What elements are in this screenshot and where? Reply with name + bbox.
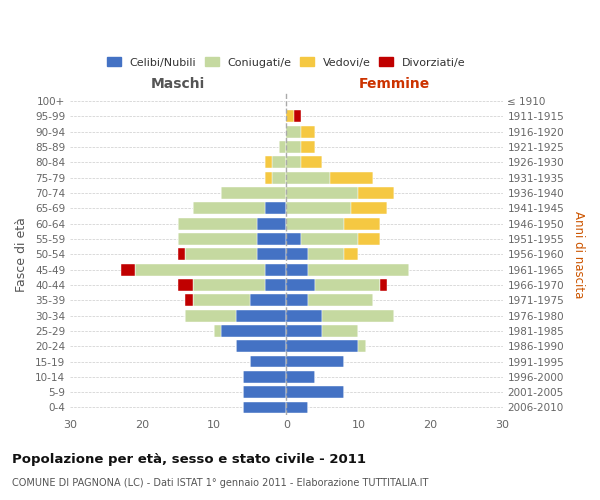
Bar — [308, 248, 344, 260]
Bar — [185, 310, 236, 322]
Bar — [286, 356, 344, 368]
Bar — [286, 340, 358, 352]
Bar — [265, 202, 286, 214]
Bar — [265, 264, 286, 276]
Bar — [344, 218, 380, 230]
Bar — [308, 294, 373, 306]
Bar — [301, 233, 358, 245]
Bar — [272, 172, 286, 183]
Text: COMUNE DI PAGNONA (LC) - Dati ISTAT 1° gennaio 2011 - Elaborazione TUTTITALIA.IT: COMUNE DI PAGNONA (LC) - Dati ISTAT 1° g… — [12, 478, 428, 488]
Bar — [178, 233, 257, 245]
Bar — [178, 218, 257, 230]
Bar — [250, 294, 286, 306]
Bar — [185, 294, 193, 306]
Bar — [344, 248, 358, 260]
Bar — [315, 279, 380, 291]
Bar — [286, 294, 308, 306]
Bar — [322, 310, 394, 322]
Text: Popolazione per età, sesso e stato civile - 2011: Popolazione per età, sesso e stato civil… — [12, 452, 366, 466]
Bar — [193, 294, 250, 306]
Bar — [286, 141, 301, 153]
Bar — [178, 248, 185, 260]
Bar — [135, 264, 265, 276]
Bar — [322, 325, 358, 337]
Bar — [193, 279, 265, 291]
Bar — [358, 233, 380, 245]
Bar — [265, 172, 272, 183]
Y-axis label: Anni di nascita: Anni di nascita — [572, 210, 585, 298]
Bar — [257, 248, 286, 260]
Bar — [243, 402, 286, 413]
Bar — [301, 141, 315, 153]
Bar — [308, 264, 409, 276]
Bar — [236, 340, 286, 352]
Legend: Celibi/Nubili, Coniugati/e, Vedovi/e, Divorziati/e: Celibi/Nubili, Coniugati/e, Vedovi/e, Di… — [104, 54, 469, 71]
Bar — [178, 279, 193, 291]
Bar — [286, 248, 308, 260]
Bar — [286, 279, 315, 291]
Bar — [286, 402, 308, 413]
Bar — [301, 156, 322, 168]
Bar — [286, 264, 308, 276]
Text: Femmine: Femmine — [359, 77, 430, 91]
Bar — [265, 279, 286, 291]
Bar — [286, 371, 315, 383]
Bar — [286, 202, 351, 214]
Bar — [193, 202, 265, 214]
Bar — [286, 126, 301, 138]
Bar — [236, 310, 286, 322]
Bar — [250, 356, 286, 368]
Bar — [257, 233, 286, 245]
Bar — [286, 187, 358, 199]
Bar — [358, 340, 365, 352]
Text: Maschi: Maschi — [151, 77, 205, 91]
Bar — [121, 264, 135, 276]
Bar — [358, 187, 394, 199]
Bar — [286, 110, 293, 122]
Bar — [243, 371, 286, 383]
Bar — [243, 386, 286, 398]
Bar — [286, 156, 301, 168]
Bar — [221, 325, 286, 337]
Bar — [286, 218, 344, 230]
Bar — [265, 156, 272, 168]
Bar — [286, 310, 322, 322]
Bar — [286, 386, 344, 398]
Bar — [257, 218, 286, 230]
Bar — [272, 156, 286, 168]
Bar — [221, 187, 286, 199]
Bar — [301, 126, 315, 138]
Bar — [293, 110, 301, 122]
Bar — [286, 325, 322, 337]
Bar — [380, 279, 387, 291]
Bar — [214, 325, 221, 337]
Bar — [286, 233, 301, 245]
Bar — [351, 202, 387, 214]
Bar — [279, 141, 286, 153]
Bar — [329, 172, 373, 183]
Bar — [185, 248, 257, 260]
Bar — [286, 172, 329, 183]
Y-axis label: Fasce di età: Fasce di età — [15, 217, 28, 292]
